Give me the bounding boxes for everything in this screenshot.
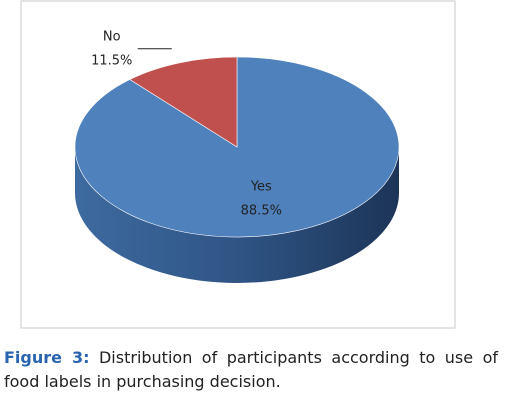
chart: Yes 88.5% No 11.5% bbox=[20, 0, 456, 329]
data-label-category: No bbox=[103, 29, 121, 44]
chart-frame bbox=[20, 0, 456, 329]
caption: Figure 3: Distribution of participants a… bbox=[4, 346, 498, 394]
data-label-category: Yes bbox=[250, 179, 272, 194]
caption-label: Figure 3: bbox=[4, 348, 90, 367]
caption-text: Distribution of participants according t… bbox=[4, 348, 498, 391]
data-label-value: 11.5% bbox=[91, 53, 132, 68]
data-label-value: 88.5% bbox=[241, 203, 282, 218]
slice bbox=[129, 56, 238, 148]
slice-side bbox=[75, 147, 399, 283]
